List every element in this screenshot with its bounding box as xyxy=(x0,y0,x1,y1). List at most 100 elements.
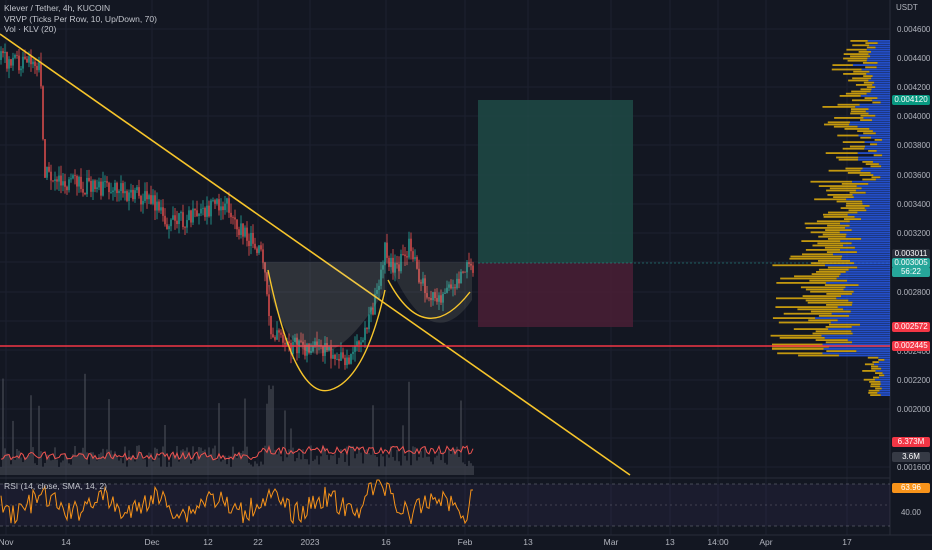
profile-row-up xyxy=(842,244,890,247)
profile-row-up xyxy=(875,370,890,372)
volume-bar xyxy=(166,466,168,475)
profile-row-up xyxy=(858,156,890,159)
volume-bar xyxy=(92,452,94,475)
candle-body xyxy=(192,208,194,223)
profile-row-up xyxy=(879,385,890,388)
descending-trendline xyxy=(0,33,631,476)
candle-body xyxy=(304,344,306,356)
profile-row-up xyxy=(862,200,890,203)
volume-bar xyxy=(18,450,20,475)
candle-body xyxy=(460,271,462,284)
volume-bar xyxy=(290,428,292,475)
candle-body xyxy=(90,180,92,192)
price-tick: 0.004000 xyxy=(897,112,931,121)
profile-row-up xyxy=(868,79,890,82)
volume-bar xyxy=(78,452,80,475)
profile-row-down xyxy=(867,356,879,359)
volume-bar xyxy=(334,453,336,475)
volume-bar xyxy=(202,450,204,475)
candle-body xyxy=(240,223,242,235)
volume-bar xyxy=(176,446,178,475)
cup-fill xyxy=(262,262,385,354)
candlesticks xyxy=(0,43,474,370)
volume-bar xyxy=(306,459,308,475)
cup-curve xyxy=(267,269,386,392)
candle-body xyxy=(312,345,314,352)
volume-bar xyxy=(316,455,318,475)
volume-bar xyxy=(90,452,92,475)
price-tick: 0.002000 xyxy=(897,405,931,414)
profile-row-down xyxy=(826,293,852,295)
candle-body xyxy=(424,278,426,294)
profile-row-down xyxy=(818,268,849,271)
take-profit-zone xyxy=(478,100,633,263)
volume-bar xyxy=(250,464,252,475)
profile-row-down xyxy=(779,337,825,339)
candle-body xyxy=(328,347,330,351)
profile-row-down xyxy=(817,260,850,262)
candle-body xyxy=(282,334,284,343)
profile-row-up xyxy=(851,304,890,306)
volume-bar xyxy=(198,446,200,475)
volume-bar xyxy=(302,449,304,475)
profile-row-up xyxy=(858,134,890,137)
profile-row-up xyxy=(849,121,890,124)
candle-body xyxy=(278,330,280,333)
profile-row-down xyxy=(847,59,867,62)
profile-row-up xyxy=(882,154,890,157)
profile-row-down xyxy=(805,227,846,229)
volume-bar xyxy=(416,460,418,475)
profile-row-down xyxy=(852,44,870,47)
profile-row-up xyxy=(832,253,890,256)
volume-bar xyxy=(30,395,32,475)
volume-bar xyxy=(112,454,114,475)
profile-row-down xyxy=(805,288,844,291)
profile-row-down xyxy=(800,286,846,289)
candle-body xyxy=(54,179,56,181)
candle-body xyxy=(376,289,378,294)
candle-body xyxy=(354,345,356,352)
candle-body xyxy=(314,341,316,346)
volume-bar xyxy=(360,452,362,475)
profile-row-down xyxy=(810,290,854,293)
symbol-title[interactable]: Klever / Tether, 4h, KUCOIN xyxy=(4,3,111,13)
profile-row-down xyxy=(815,330,852,333)
volume-ma-tag: 3.6M xyxy=(892,452,930,462)
candle-body xyxy=(232,217,234,218)
candle-body xyxy=(180,212,182,214)
volume-bar xyxy=(308,464,310,475)
profile-row-up xyxy=(838,354,890,357)
candle-body xyxy=(370,307,372,315)
volume-bar xyxy=(462,462,464,475)
volume-bar xyxy=(196,456,198,475)
volume-label[interactable]: Vol · KLV (20) xyxy=(4,24,57,34)
candle-body xyxy=(308,344,310,353)
volume-bar xyxy=(236,457,238,475)
vrvp-label[interactable]: VRVP (Ticks Per Row, 10, Up/Down, 70) xyxy=(4,13,157,24)
candle-body xyxy=(422,278,424,284)
profile-row-down xyxy=(850,40,868,42)
volume-bar xyxy=(272,385,274,475)
volume-bar xyxy=(254,461,256,475)
profile-row-down xyxy=(816,271,846,273)
profile-row-up xyxy=(853,290,890,293)
profile-row-down xyxy=(863,132,876,135)
profile-row-up xyxy=(855,106,890,108)
candle-body xyxy=(300,340,302,342)
volume-bar xyxy=(280,456,282,475)
profile-row-down xyxy=(772,317,816,319)
volume-bar xyxy=(126,466,128,475)
volume-bar xyxy=(240,452,242,475)
volume-bar xyxy=(14,459,16,475)
rsi-label[interactable]: RSI (14, close, SMA, 14, 2) xyxy=(4,481,107,491)
time-tick: 14 xyxy=(61,537,71,547)
volume-bar xyxy=(74,446,76,475)
volume-bar xyxy=(364,449,366,475)
candle-body xyxy=(380,269,382,286)
volume-bar xyxy=(278,451,280,475)
volume-bar xyxy=(428,456,430,475)
profile-row-up xyxy=(879,376,890,379)
candle-body xyxy=(230,212,232,218)
